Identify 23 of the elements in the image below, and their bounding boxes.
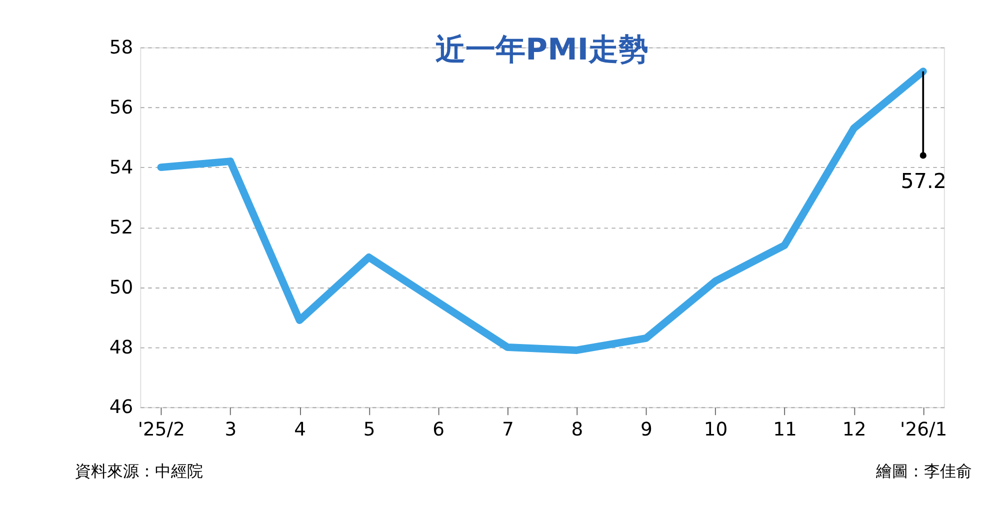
x-tick-label: 5 <box>363 420 376 441</box>
y-tick-label: 54 <box>109 157 134 178</box>
x-tick-label: 9 <box>640 420 652 441</box>
x-tick-label: '25/2 <box>138 420 185 441</box>
x-tick-label: 7 <box>502 420 514 441</box>
y-tick-label: 52 <box>109 217 134 238</box>
source-note: 資料來源：中經院 <box>74 461 203 480</box>
x-tick-label: '26/1 <box>900 420 948 441</box>
y-tick-label: 50 <box>109 277 134 298</box>
y-tick-label: 48 <box>109 337 134 358</box>
y-tick-label: 46 <box>109 397 134 418</box>
x-tick-label: 3 <box>224 420 237 441</box>
x-tick-label: 11 <box>773 420 797 441</box>
text: 繪圖：李佳俞 <box>874 461 972 480</box>
y-tick-label: 58 <box>109 37 134 58</box>
chart-title: 近一年PMI走勢 <box>436 32 648 68</box>
x-tick-label: 10 <box>704 420 728 441</box>
x-tick-label: 6 <box>432 420 445 441</box>
x-tick-label: 4 <box>294 420 306 441</box>
x-tick-label: 8 <box>571 420 584 441</box>
y-tick-label: 56 <box>109 97 134 118</box>
annotation: 57.2 <box>900 169 947 194</box>
x-tick-label: 12 <box>842 420 866 441</box>
